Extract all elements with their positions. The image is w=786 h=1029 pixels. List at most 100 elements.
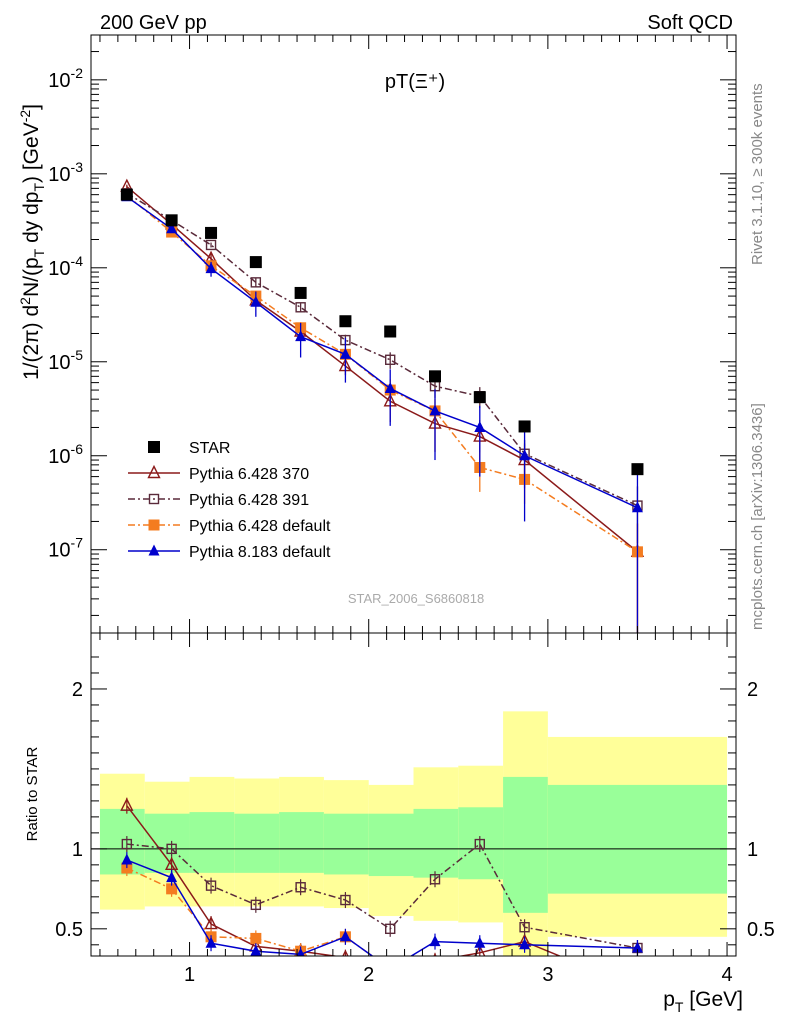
- data-point: [205, 880, 217, 891]
- data-point: [429, 874, 441, 885]
- data-point: [205, 936, 217, 948]
- legend: STAR Pythia 6.428 370 Pythia 6.428 391 Pyth…: [128, 440, 331, 561]
- data-point: [205, 262, 217, 274]
- data-point: [385, 923, 396, 935]
- header-right: Soft QCD: [647, 12, 733, 34]
- data-point: [429, 370, 441, 383]
- main-axes: 10-710-610-510-410-310-2: [48, 34, 736, 633]
- data-point: [631, 463, 644, 476]
- data-point: [339, 315, 352, 328]
- y-tick-label: 1: [72, 839, 83, 861]
- main-y-axis-label: 1/(2π) d2N/(pT dy dpT) [GeV-2]: [17, 104, 47, 380]
- y-tick-label: 10-7: [48, 535, 83, 562]
- data-point: [295, 882, 306, 893]
- data-point: [205, 226, 218, 239]
- y-tick-base: 10: [48, 70, 70, 92]
- ratio-y-axis-label: Ratio to STAR: [24, 746, 41, 841]
- ratio-line: [126, 805, 562, 956]
- header-left: 200 GeV pp: [100, 12, 207, 34]
- legend-entry: Pythia 6.428 default: [128, 518, 331, 535]
- data-point: [339, 347, 351, 359]
- side-label-bottom: mcplots.cern.ch [arXiv:1306.3436]: [749, 403, 766, 630]
- ratio-data-layer: [91, 711, 736, 956]
- y-tick-base: 10: [48, 352, 70, 374]
- main-data-layer: [120, 178, 645, 633]
- stat-band: [144, 813, 190, 873]
- data-point: [474, 944, 486, 956]
- data-point: [384, 381, 396, 393]
- y-tick-label: 10-6: [48, 441, 83, 468]
- data-point: [148, 493, 160, 505]
- legend-entry: Pythia 6.428 391: [128, 492, 309, 509]
- data-point: [631, 941, 643, 953]
- data-point: [429, 935, 441, 947]
- data-point: [385, 354, 396, 365]
- legend-label: Pythia 6.428 default: [189, 518, 331, 535]
- x-axis-label: pT [GeV]: [663, 988, 743, 1015]
- data-point: [339, 930, 351, 942]
- y-tick-label-right: 1: [747, 839, 758, 861]
- data-point: [120, 797, 134, 811]
- stat-band: [503, 776, 548, 913]
- data-point: [474, 420, 486, 432]
- stat-band: [458, 807, 504, 880]
- data-point: [631, 501, 643, 513]
- x-tick-label: 3: [542, 964, 553, 986]
- y-tick-exp: -7: [71, 535, 84, 551]
- side-label-top: Rivet 3.1.10, ≥ 300k events: [749, 83, 766, 265]
- x-tick-label: 2: [363, 964, 374, 986]
- data-point: [120, 188, 133, 201]
- data-point: [166, 843, 177, 855]
- x-tick-label: 4: [721, 964, 732, 986]
- data-point: [250, 295, 262, 307]
- y-tick-label-right: 0.5: [747, 919, 775, 941]
- data-point: [250, 277, 262, 288]
- y-tick-label: 10-5: [48, 347, 83, 374]
- watermark: STAR_2006_S6860818: [348, 591, 484, 606]
- legend-label: Pythia 6.428 391: [189, 492, 309, 509]
- legend-entry: STAR: [148, 440, 230, 457]
- y-tick-base: 10: [48, 540, 70, 562]
- data-point: [250, 944, 262, 956]
- y-tick-exp: -2: [71, 65, 84, 81]
- ratio-series-pythia-6-428-391: [121, 836, 643, 956]
- y-tick-label: 0.5: [55, 919, 83, 941]
- y-tick-exp: -3: [71, 159, 84, 175]
- ratio-axes: 1 2 3 4 0.5 0.5 1 1 2 2: [55, 633, 775, 986]
- data-point: [519, 922, 530, 933]
- stat-band: [279, 812, 324, 873]
- stat-band: [323, 813, 369, 875]
- data-point: [384, 325, 397, 338]
- stat-band: [547, 784, 728, 894]
- data-point: [295, 302, 306, 313]
- legend-label: Pythia 8.183 default: [189, 544, 331, 561]
- data-point: [296, 947, 305, 956]
- data-point: [474, 936, 486, 948]
- data-point: [121, 838, 133, 850]
- ratio-frame: [90, 632, 737, 957]
- x-tick-label: 1: [184, 964, 195, 986]
- data-point: [250, 932, 262, 944]
- y-tick-label: 10-2: [48, 65, 83, 92]
- data-point: [148, 519, 160, 531]
- data-point: [121, 853, 133, 865]
- y-tick-exp: -4: [71, 253, 84, 269]
- ratio-panel: 1 2 3 4 0.5 0.5 1 1 2 2 Ratio to STAR pT [GeV]: [24, 632, 775, 1015]
- stat-band: [189, 812, 235, 873]
- series-star: [120, 188, 644, 476]
- stat-band: [413, 808, 459, 878]
- data-point: [519, 449, 531, 461]
- ratio-series-pythia-8-183-default: [121, 852, 643, 956]
- data-point: [518, 420, 531, 433]
- legend-entry: Pythia 8.183 default: [128, 544, 331, 561]
- legend-label: Pythia 6.428 370: [189, 466, 309, 483]
- y-tick-label: 2: [72, 679, 83, 701]
- y-tick-exp: -6: [71, 441, 84, 457]
- data-point: [165, 214, 178, 227]
- data-point: [429, 404, 441, 416]
- data-point: [148, 544, 160, 556]
- data-point: [166, 871, 178, 883]
- stat-band: [234, 813, 280, 873]
- legend-label: STAR: [189, 440, 230, 457]
- series-line: [126, 192, 638, 507]
